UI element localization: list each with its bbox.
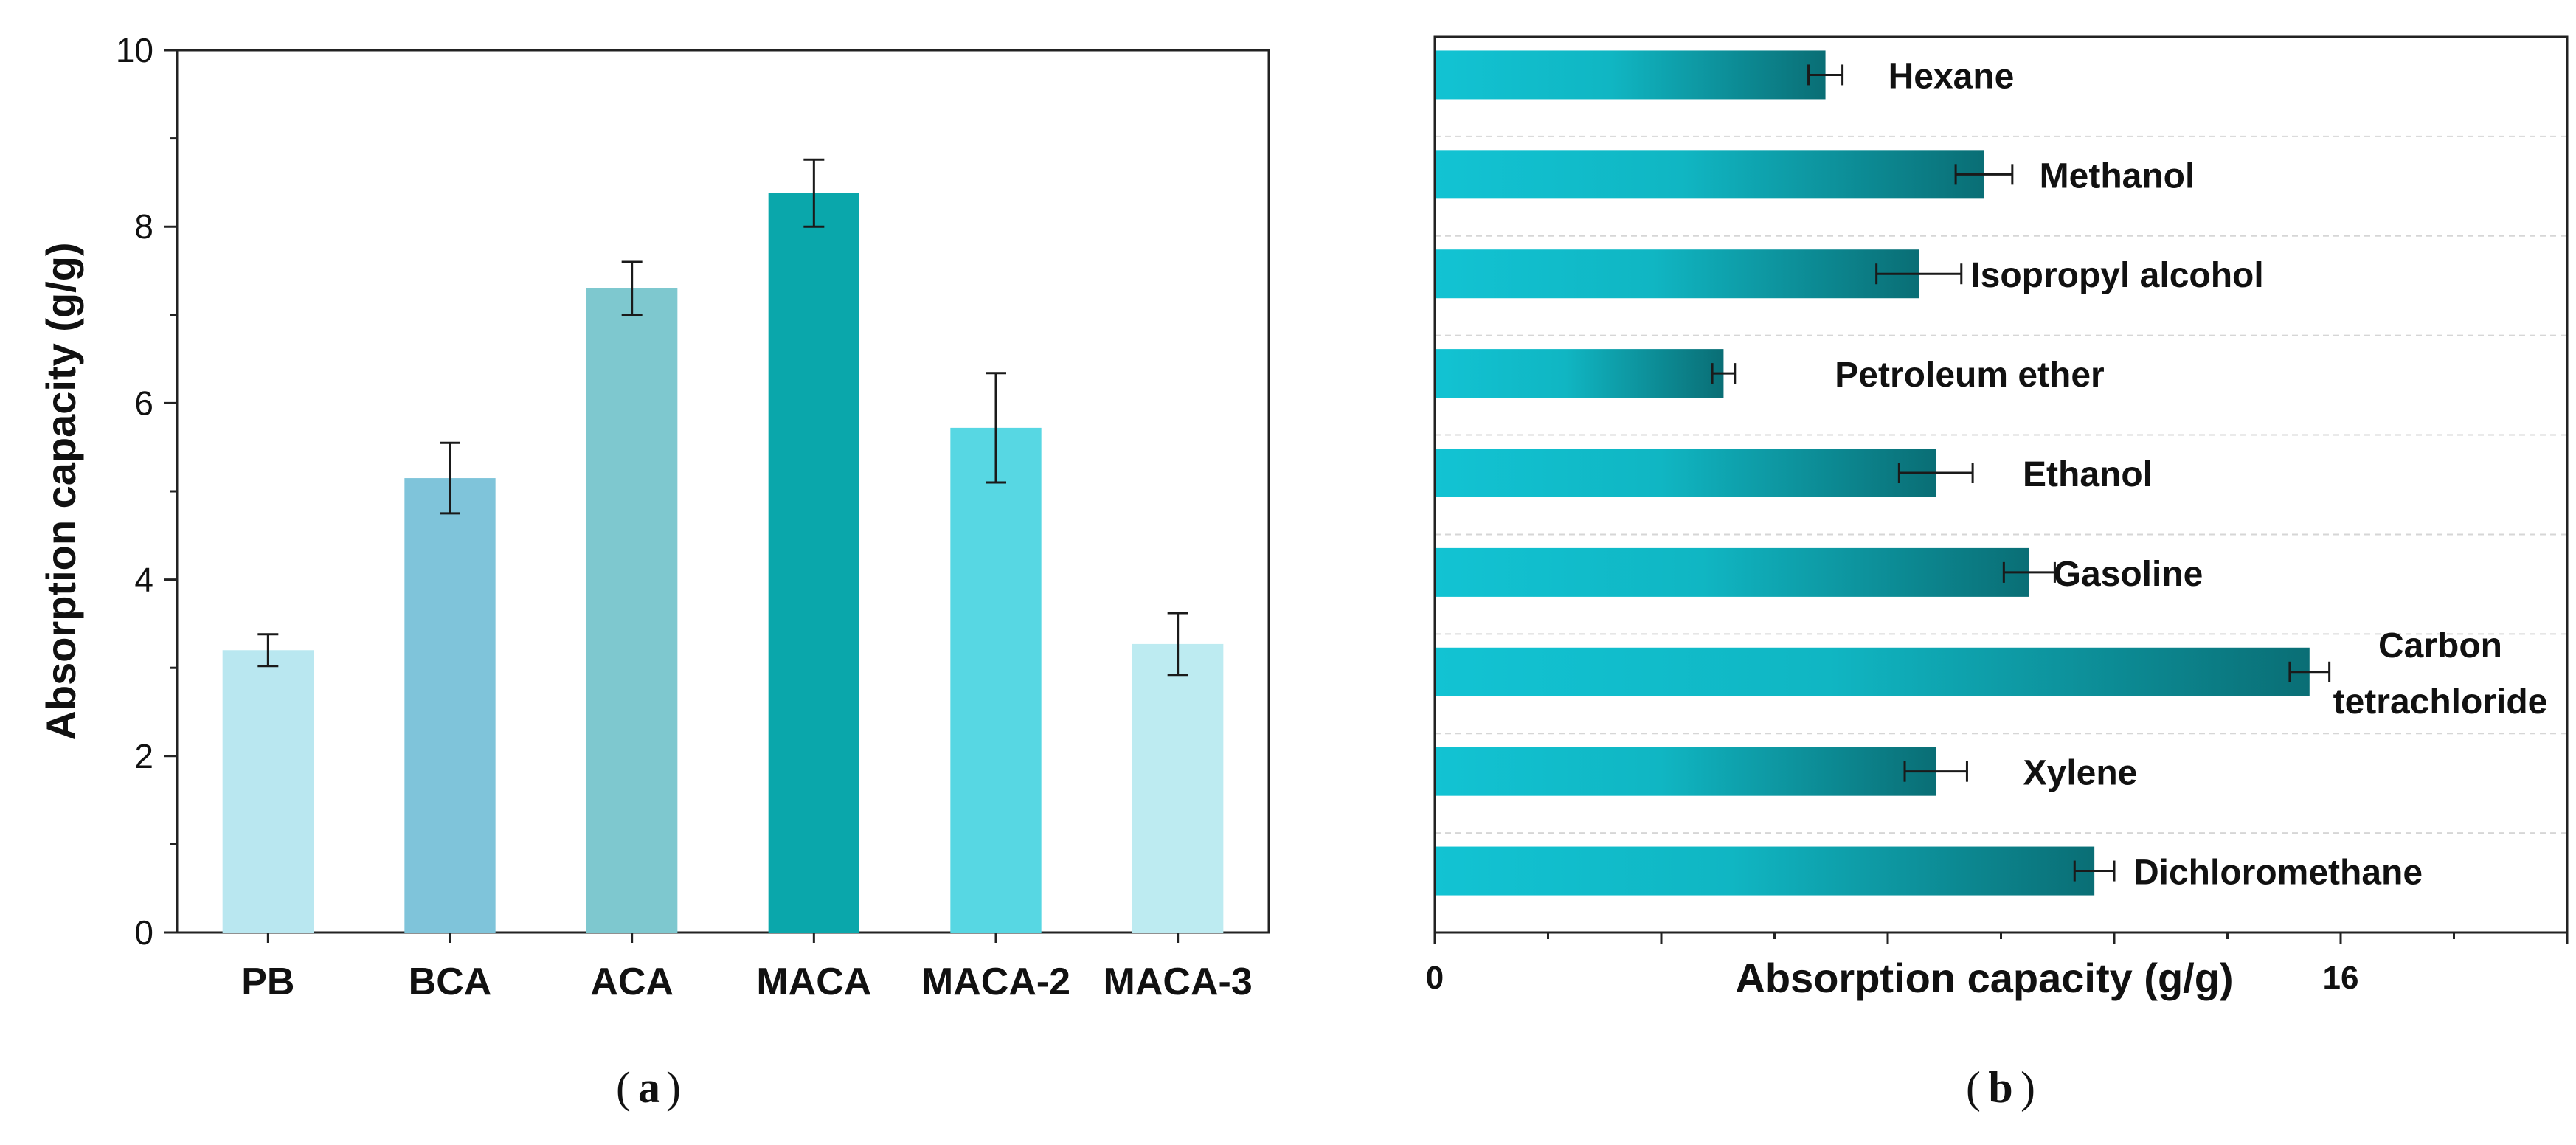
chart-panel-b: Hexane Methanol Isopropyl alcohol Petroleum… bbox=[1426, 35, 2569, 1112]
error-bar-isopropyl-alcohol bbox=[1875, 263, 1963, 285]
bar-ethanol bbox=[1435, 449, 1936, 497]
category-label-hexane: Hexane bbox=[1888, 57, 2015, 96]
error-bar-maca-3 bbox=[1167, 612, 1188, 677]
x-tick-label: MACA-3 bbox=[1104, 961, 1253, 1003]
bar-bca bbox=[404, 478, 496, 933]
y-tick-label: 6 bbox=[134, 384, 153, 422]
x-tick-label: ACA bbox=[590, 961, 674, 1003]
error-bar-maca bbox=[803, 158, 825, 228]
bar-maca-3 bbox=[1132, 643, 1224, 933]
category-label-carbon-tetrachloride-line: Carbon bbox=[2378, 626, 2502, 665]
category-label-gasoline: Gasoline bbox=[2054, 555, 2203, 594]
error-bar-pb bbox=[257, 633, 279, 668]
chart-panel-a: 0 2 4 6 8 10 PB BCA ACA MACA MACA-2 MACA-3 Absorpt… bbox=[38, 31, 1270, 1112]
bar-maca-2 bbox=[950, 427, 1042, 933]
error-bar-xylene bbox=[1903, 761, 1968, 782]
error-bar-ethanol bbox=[1897, 463, 1974, 483]
bar-isopropyl-alcohol bbox=[1435, 249, 1919, 299]
category-label-ethanol: Ethanol bbox=[2023, 455, 2153, 494]
bar-gasoline bbox=[1435, 547, 2029, 597]
category-label-carbon-tetrachloride-line: tetrachloride bbox=[2333, 682, 2548, 722]
bar-dichloromethane bbox=[1435, 846, 2095, 896]
y-tick-label: 10 bbox=[116, 31, 153, 69]
category-labels-b: Hexane Methanol Isopropyl alcohol Petroleum… bbox=[1835, 57, 2547, 892]
x-tick-label: MACA bbox=[756, 961, 871, 1003]
bar-petroleum-ether bbox=[1435, 349, 1724, 398]
plot-frame-a bbox=[176, 49, 1270, 934]
bar-pb bbox=[222, 650, 314, 933]
x-tick-label: MACA-2 bbox=[921, 961, 1070, 1003]
y-tick-label: 0 bbox=[134, 913, 153, 952]
bar-xylene bbox=[1435, 747, 1936, 796]
bar-carbon-tetrachloride bbox=[1435, 647, 2310, 696]
bar-aca bbox=[586, 288, 678, 933]
y-tick-label: 2 bbox=[134, 737, 153, 775]
y-axis-label-a: Absorption capacity (g/g) bbox=[38, 242, 84, 740]
panel-label-a-close: ) bbox=[666, 1063, 681, 1112]
x-tick-labels-a: PB BCA ACA MACA MACA-2 MACA-3 bbox=[241, 961, 1253, 1003]
panel-label-b-close: ) bbox=[2021, 1063, 2035, 1112]
bar-methanol bbox=[1435, 150, 1984, 199]
panel-label-a: a bbox=[638, 1063, 660, 1112]
y-axis-a: 0 2 4 6 8 10 bbox=[116, 31, 1180, 952]
error-bar-carbon-tetrachloride bbox=[2288, 661, 2331, 682]
error-bar-bca bbox=[440, 441, 460, 515]
x-tick-label: 0 bbox=[1426, 960, 1444, 996]
error-bar-maca-2 bbox=[986, 372, 1006, 484]
error-bar-aca bbox=[621, 260, 643, 316]
panel-label-b: b bbox=[1988, 1063, 2012, 1112]
bars-b bbox=[1435, 50, 2331, 896]
bar-hexane bbox=[1435, 50, 1826, 100]
category-label-xylene: Xylene bbox=[2023, 754, 2138, 793]
x-tick-label: PB bbox=[241, 961, 294, 1003]
x-axis-label-b: Absorption capacity (g/g) bbox=[1735, 955, 2233, 1001]
bars-a bbox=[222, 158, 1224, 933]
error-bar-petroleum-ether bbox=[1711, 363, 1737, 384]
bar-maca bbox=[768, 193, 859, 933]
error-bar-methanol bbox=[1954, 164, 2014, 185]
category-label-isopropyl-alcohol: Isopropyl alcohol bbox=[1970, 256, 2263, 295]
error-bar-dichloromethane bbox=[2073, 860, 2116, 882]
category-label-petroleum-ether: Petroleum ether bbox=[1835, 356, 2104, 395]
category-label-dichloromethane: Dichloromethane bbox=[2133, 854, 2423, 893]
error-bar-gasoline bbox=[2002, 561, 2056, 583]
category-label-methanol: Methanol bbox=[2040, 156, 2195, 196]
row-separators-b bbox=[1435, 135, 2567, 834]
error-bar-hexane bbox=[1807, 64, 1844, 86]
y-tick-label: 4 bbox=[134, 561, 153, 599]
panel-label-b-open: ( bbox=[1966, 1063, 1981, 1112]
x-axis-b: 0 16 bbox=[1426, 933, 2569, 996]
x-tick-label: BCA bbox=[409, 961, 492, 1003]
x-tick-label: 16 bbox=[2323, 960, 2359, 996]
y-tick-label: 8 bbox=[134, 207, 153, 246]
panel-label-a-open: ( bbox=[616, 1063, 631, 1112]
